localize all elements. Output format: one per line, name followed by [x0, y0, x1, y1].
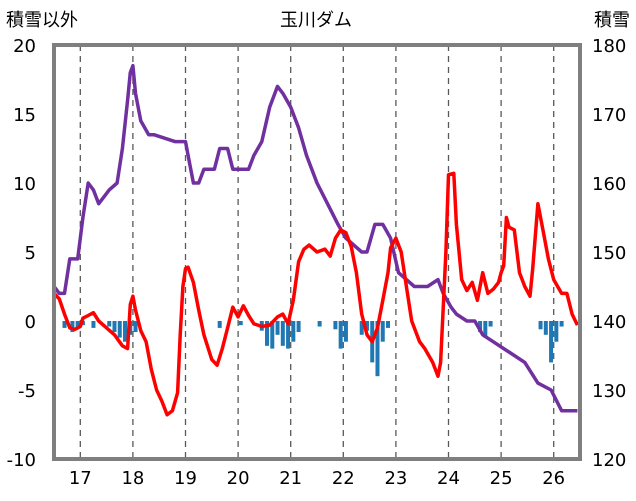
y-tick-label: 15 [13, 105, 36, 126]
precip-bar [333, 321, 338, 330]
precip-bar [478, 321, 483, 333]
precip-bar [91, 321, 96, 328]
x-tick-label: 20 [227, 468, 250, 489]
y-tick-label: -10 [7, 450, 36, 471]
x-axis-ticks: 17 18 19 20 21 22 23 24 25 26 [69, 468, 565, 489]
y2-tick-label: 160 [592, 174, 626, 195]
y-tick-label: 10 [13, 174, 36, 195]
snow-depth-line [52, 63, 578, 413]
precip-bar [62, 321, 67, 328]
precip-bar [112, 321, 117, 333]
y2-tick-label: 170 [592, 105, 626, 126]
precip-bar [488, 321, 493, 327]
precip-bar [265, 321, 270, 346]
precip-bar [291, 321, 296, 342]
x-tick-label: 23 [384, 468, 407, 489]
precip-bar [296, 321, 301, 333]
precip-bar [75, 321, 80, 328]
precip-bar [133, 321, 138, 333]
y-tick-label: -5 [18, 381, 36, 402]
precip-bar [317, 321, 322, 327]
y2-tick-label: 120 [592, 450, 626, 471]
precip-bar [286, 321, 291, 349]
x-tick-label: 25 [490, 468, 513, 489]
gridlines [79, 45, 555, 459]
precip-bar [554, 321, 559, 342]
precip-bar [375, 321, 380, 377]
y2-tick-label: 180 [592, 36, 626, 57]
precip-bar [543, 321, 548, 335]
precip-bar [380, 321, 385, 342]
precip-bar [364, 321, 369, 331]
y2-tick-label: 130 [592, 381, 626, 402]
precip-bar [338, 321, 343, 349]
chart-title: 玉川ダム [280, 10, 352, 31]
precip-bar [107, 321, 112, 327]
right-axis-ticks: 180 170 160 150 140 130 120 [592, 36, 626, 471]
precip-bar [238, 321, 243, 326]
precip-bar [117, 321, 122, 338]
precip-bar [386, 321, 391, 328]
precipitation-bars [62, 321, 564, 377]
x-tick-label: 26 [542, 468, 565, 489]
x-tick-label: 18 [121, 468, 144, 489]
y-tick-label: 5 [25, 243, 36, 264]
x-tick-label: 24 [437, 468, 460, 489]
precip-bar [275, 321, 280, 335]
precip-bar [549, 321, 554, 363]
y-tick-label: 0 [25, 312, 36, 333]
right-axis-title: 積雪 [594, 10, 630, 31]
left-axis-ticks: 20 15 10 5 0 -5 -10 [7, 36, 36, 471]
series-lines [52, 63, 579, 417]
left-axis-title: 積雪以外 [6, 10, 78, 31]
precip-bar [538, 321, 543, 330]
precip-bar [70, 321, 75, 333]
precip-bar [343, 321, 348, 342]
y2-tick-label: 150 [592, 243, 626, 264]
x-tick-label: 17 [69, 468, 92, 489]
precip-bar [483, 321, 488, 338]
precip-bar [359, 321, 364, 335]
y-tick-label: 20 [13, 36, 36, 57]
x-tick-label: 22 [332, 468, 355, 489]
x-tick-label: 21 [279, 468, 302, 489]
temperature-line [52, 171, 579, 417]
precip-bar [270, 321, 275, 349]
x-tick-label: 19 [174, 468, 197, 489]
precip-bar [559, 321, 564, 327]
y2-tick-label: 140 [592, 312, 626, 333]
plot-frame [52, 43, 582, 461]
precip-bar [123, 321, 128, 342]
precip-bar [280, 321, 285, 346]
precip-bar [217, 321, 222, 328]
